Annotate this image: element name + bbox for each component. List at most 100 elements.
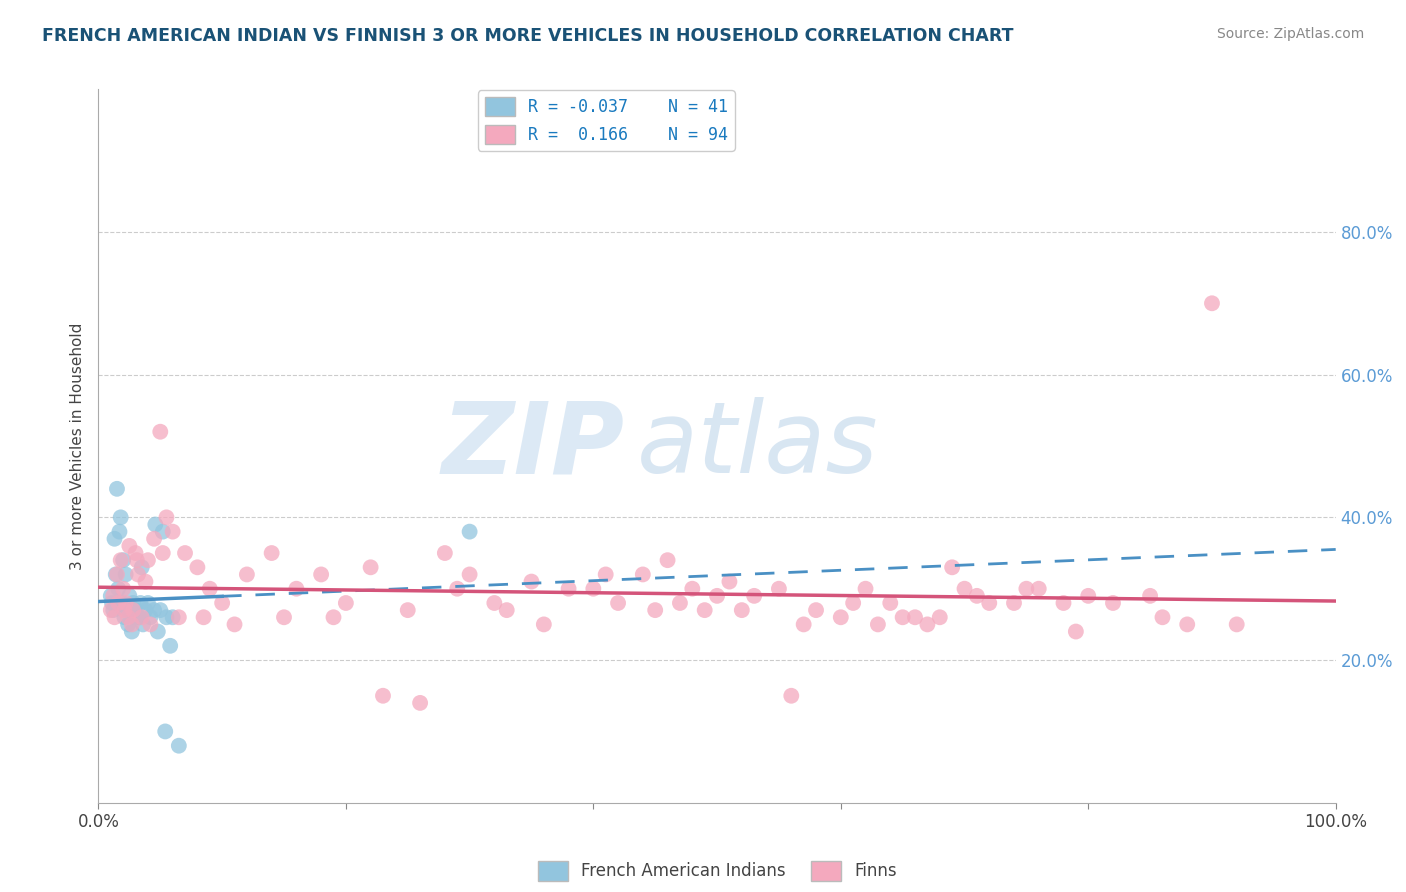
Point [149,425,172,439]
Point [928,610,950,624]
Point [198,582,221,596]
Point [100,589,122,603]
Point [718,574,741,589]
Point [706,589,728,603]
Point [953,582,976,596]
Point [917,617,939,632]
Point [520,574,543,589]
Text: atlas: atlas [637,398,879,494]
Point [285,582,308,596]
Point [100,603,122,617]
Point [112,553,135,567]
Point [112,603,135,617]
Point [143,603,166,617]
Point [136,596,159,610]
Point [136,553,159,567]
Point [112,610,135,624]
Point [124,610,146,624]
Point [112,582,135,596]
Point [631,567,654,582]
Point [152,524,174,539]
Point [110,510,132,524]
Point [804,603,827,617]
Point [396,603,419,617]
Point [966,589,988,603]
Point [322,610,344,624]
Point [1139,589,1161,603]
Point [118,589,141,603]
Point [335,596,357,610]
Point [149,603,172,617]
Point [120,603,142,617]
Point [108,524,131,539]
Point [768,582,790,596]
Point [103,589,125,603]
Point [162,610,184,624]
Point [167,739,190,753]
Point [260,546,283,560]
Point [105,567,128,582]
Point [236,567,259,582]
Point [122,603,145,617]
Point [115,603,138,617]
Text: ZIP: ZIP [441,398,624,494]
Point [155,724,177,739]
Point [124,546,146,560]
Point [134,574,156,589]
Point [103,603,125,617]
Point [162,524,184,539]
Point [904,610,927,624]
Point [941,560,963,574]
Point [134,603,156,617]
Point [139,610,162,624]
Legend: French American Indians, Finns: French American Indians, Finns [531,855,903,888]
Point [146,624,169,639]
Point [1175,617,1198,632]
Point [103,610,125,624]
Point [167,610,190,624]
Point [125,610,148,624]
Point [127,610,149,624]
Point [107,582,129,596]
Point [273,610,295,624]
Point [855,582,877,596]
Point [107,596,129,610]
Point [124,603,146,617]
Point [105,482,128,496]
Point [211,596,233,610]
Point [360,560,382,574]
Point [731,603,754,617]
Point [118,539,141,553]
Point [1028,582,1050,596]
Point [533,617,555,632]
Point [131,560,153,574]
Text: FRENCH AMERICAN INDIAN VS FINNISH 3 OR MORE VEHICLES IN HOUSEHOLD CORRELATION CH: FRENCH AMERICAN INDIAN VS FINNISH 3 OR M… [42,27,1014,45]
Point [582,582,605,596]
Text: Source: ZipAtlas.com: Source: ZipAtlas.com [1216,27,1364,41]
Point [1077,589,1099,603]
Point [110,553,132,567]
Point [143,517,166,532]
Point [1152,610,1174,624]
Point [103,532,125,546]
Point [101,596,124,610]
Point [644,603,666,617]
Point [458,524,481,539]
Point [979,596,1001,610]
Point [128,610,150,624]
Point [657,553,679,567]
Point [446,582,468,596]
Point [159,639,181,653]
Point [780,689,803,703]
Point [129,596,152,610]
Point [484,596,506,610]
Point [155,610,177,624]
Point [117,610,139,624]
Point [409,696,432,710]
Point [371,689,394,703]
Point [186,560,208,574]
Point [131,610,153,624]
Point [742,589,765,603]
Point [495,603,517,617]
Point [114,596,136,610]
